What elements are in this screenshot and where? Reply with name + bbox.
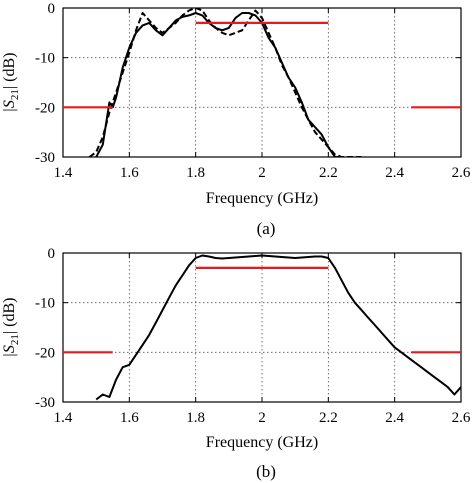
- y-tick-label: -20: [35, 100, 55, 116]
- series-line-solid: [95, 12, 342, 157]
- y-tick-label: 0: [48, 1, 56, 17]
- y-tick-label: -30: [35, 150, 55, 166]
- data-layer: [63, 254, 461, 401]
- x-tick-label: 2: [258, 410, 266, 426]
- y-tick-label: -20: [35, 345, 55, 361]
- y-axis-label-sub: 21: [9, 334, 21, 345]
- y-tick-label: -10: [35, 296, 55, 312]
- y-axis-label-main: |S: [1, 345, 18, 357]
- data-layer: [63, 8, 461, 157]
- series-line-dashed: [88, 8, 362, 157]
- x-tick-label: 2.4: [385, 410, 404, 426]
- x-tick-label: 2.4: [385, 165, 404, 181]
- y-axis-label-unit: | (dB): [1, 298, 18, 335]
- x-tick-label: 2.2: [319, 165, 338, 181]
- x-axis-label: Frequency (GHz): [206, 190, 318, 207]
- x-axis-label: Frequency (GHz): [206, 434, 318, 451]
- x-tick-label: 1.6: [120, 165, 139, 181]
- x-tick-label: 1.6: [120, 410, 139, 426]
- y-tick-label: 0: [48, 246, 56, 262]
- x-tick-label: 2: [258, 165, 266, 181]
- y-axis-label-sub: 21: [9, 89, 21, 100]
- y-axis-label-unit: | (dB): [1, 53, 18, 90]
- x-tick-label: 2.2: [319, 410, 338, 426]
- x-tick-label: 2.6: [452, 410, 471, 426]
- chart-panel-b: 1.4 1.6 1.8 2 2.2 2.4 2.6 0 -10 -20 -30 Frequency (…: [1, 246, 471, 481]
- chart-panel-a: 1.4 1.6 1.8 2 2.2 2.4 2.6 0 -10 -20 -30 Frequency (…: [1, 1, 471, 238]
- x-tick-label: 1.8: [186, 165, 205, 181]
- panel-caption: (a): [257, 219, 276, 238]
- x-tick-label: 1.4: [54, 410, 73, 426]
- series-line-solid: [95, 254, 461, 401]
- y-tick-label: -10: [35, 51, 55, 67]
- x-tick-label: 2.6: [452, 165, 471, 181]
- y-tick-label: -30: [35, 395, 55, 411]
- plot-frame: [62, 252, 462, 403]
- y-axis-label: |S21| (dB): [1, 298, 21, 358]
- panel-caption: (b): [256, 462, 276, 481]
- x-tick-label: 1.8: [186, 410, 205, 426]
- plot-frame: [62, 7, 462, 158]
- y-axis-label-main: |S: [1, 100, 18, 112]
- y-axis-label: |S21| (dB): [1, 53, 21, 113]
- x-tick-label: 1.4: [54, 165, 73, 181]
